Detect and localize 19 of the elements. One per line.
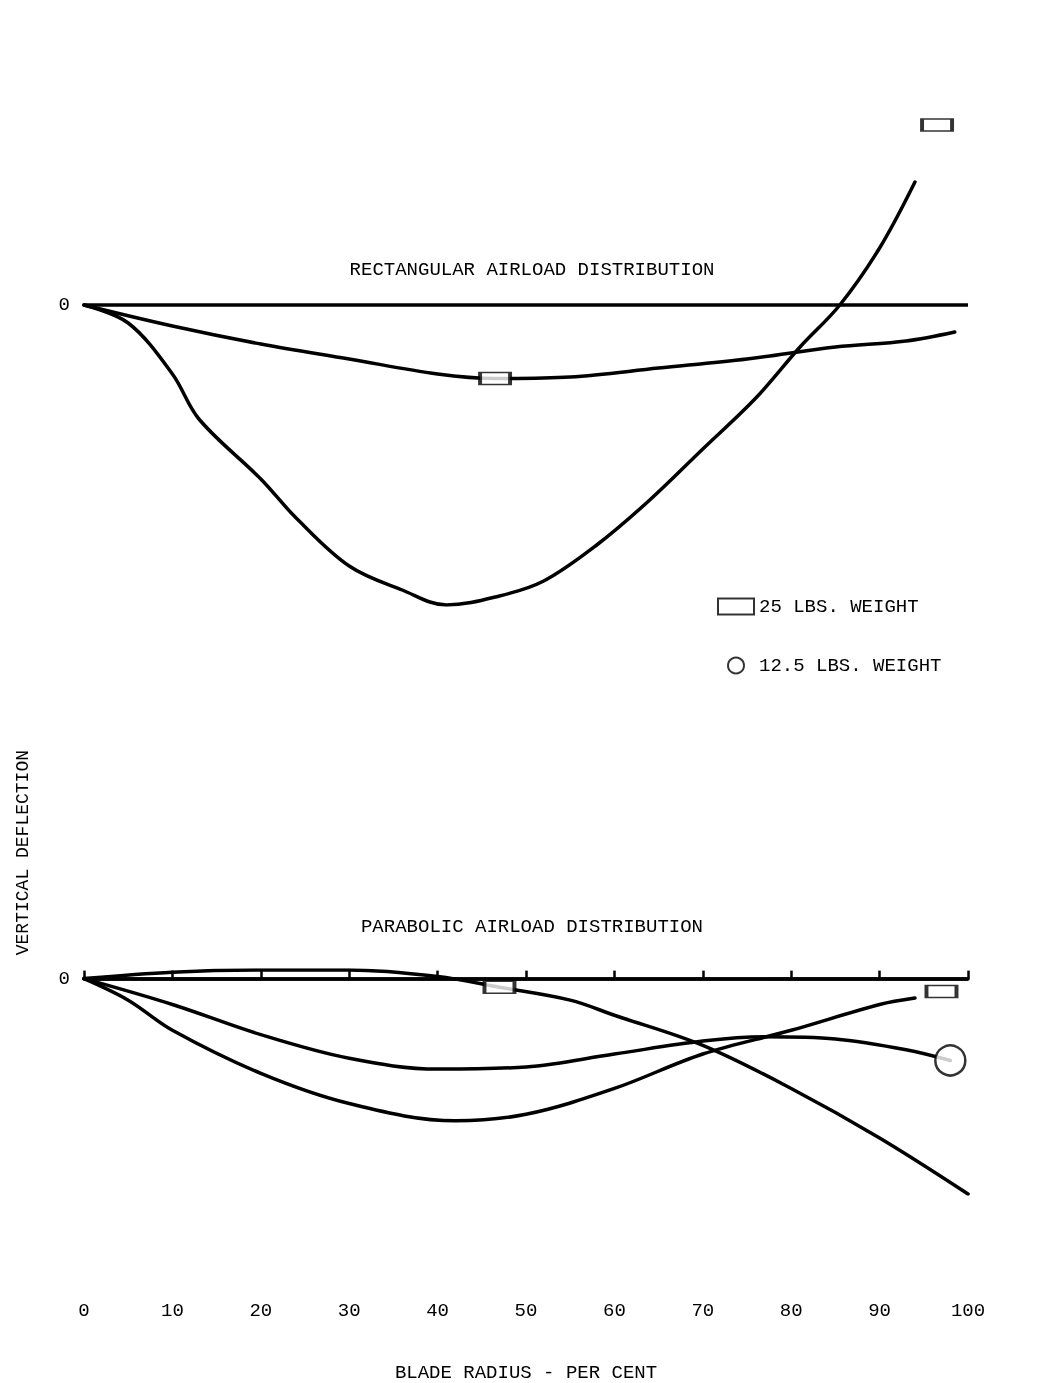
chart-title: PARABOLIC AIRLOAD DISTRIBUTION: [360, 915, 704, 938]
legend-label: 12.5 LBS. WEIGHT: [759, 654, 942, 677]
x-tick-label: 60: [602, 1299, 626, 1322]
x-tick-label: 50: [514, 1299, 538, 1322]
x-tick-label: 80: [779, 1299, 803, 1322]
ref-line-label: 0: [58, 294, 70, 316]
x-tick-label: 40: [426, 1299, 450, 1322]
text: RECTANGULAR AIRLOAD DISTRIBUTION: [349, 258, 715, 281]
x-tick-label: 30: [337, 1299, 361, 1322]
x-tick-label: 10: [160, 1299, 184, 1322]
x-tick-label: 90: [868, 1299, 892, 1322]
x-tick-label: 100: [950, 1299, 986, 1322]
ref-line-label: 0: [58, 967, 70, 990]
x-tick-label: 20: [249, 1299, 273, 1322]
y-axis-title: VERTICAL DEFLECTION: [13, 750, 33, 956]
x-axis-title: BLADE RADIUS - PER CENT: [394, 1361, 658, 1383]
legend-label: 25 LBS. WEIGHT: [759, 595, 919, 618]
x-tick-label: 70: [691, 1299, 715, 1322]
x-tick-label: 0: [78, 1299, 90, 1322]
